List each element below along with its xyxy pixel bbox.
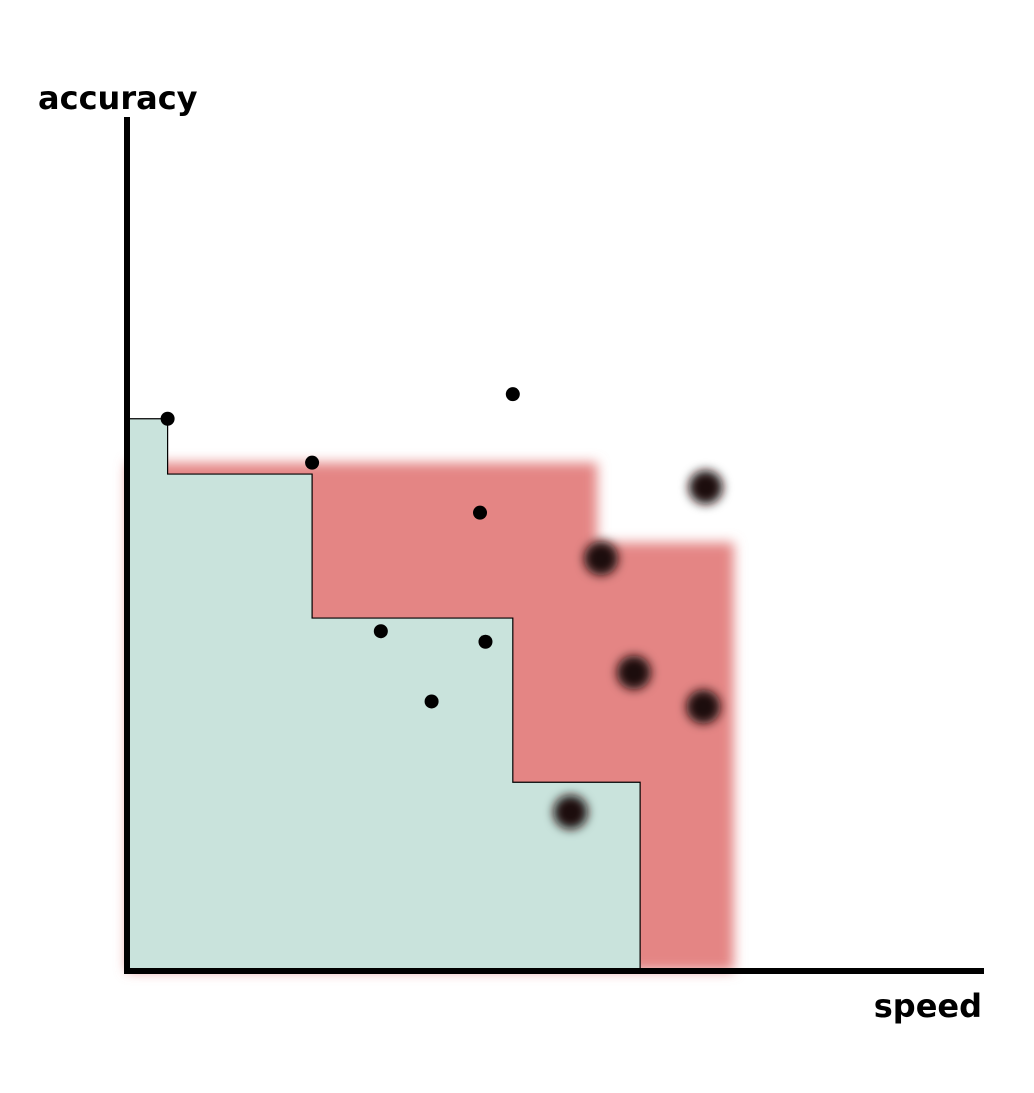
dominated-region (127, 418, 641, 971)
highlighted-point-5 (686, 689, 721, 724)
data-point-4 (373, 624, 388, 639)
x-axis-title: speed (874, 987, 982, 1025)
highlighted-point-2 (584, 541, 619, 576)
data-point-2 (305, 455, 320, 470)
data-point-7 (424, 694, 439, 709)
highlighted-point-4 (553, 795, 588, 830)
pareto-frontier-line (127, 418, 641, 971)
data-point-6 (478, 634, 493, 649)
highlighted-point-3 (616, 655, 651, 690)
highlighted-point-1 (688, 470, 723, 505)
data-point-5 (473, 505, 488, 520)
data-point-1 (160, 411, 175, 426)
y-axis-title: accuracy (38, 79, 198, 117)
data-point-3 (505, 387, 520, 402)
